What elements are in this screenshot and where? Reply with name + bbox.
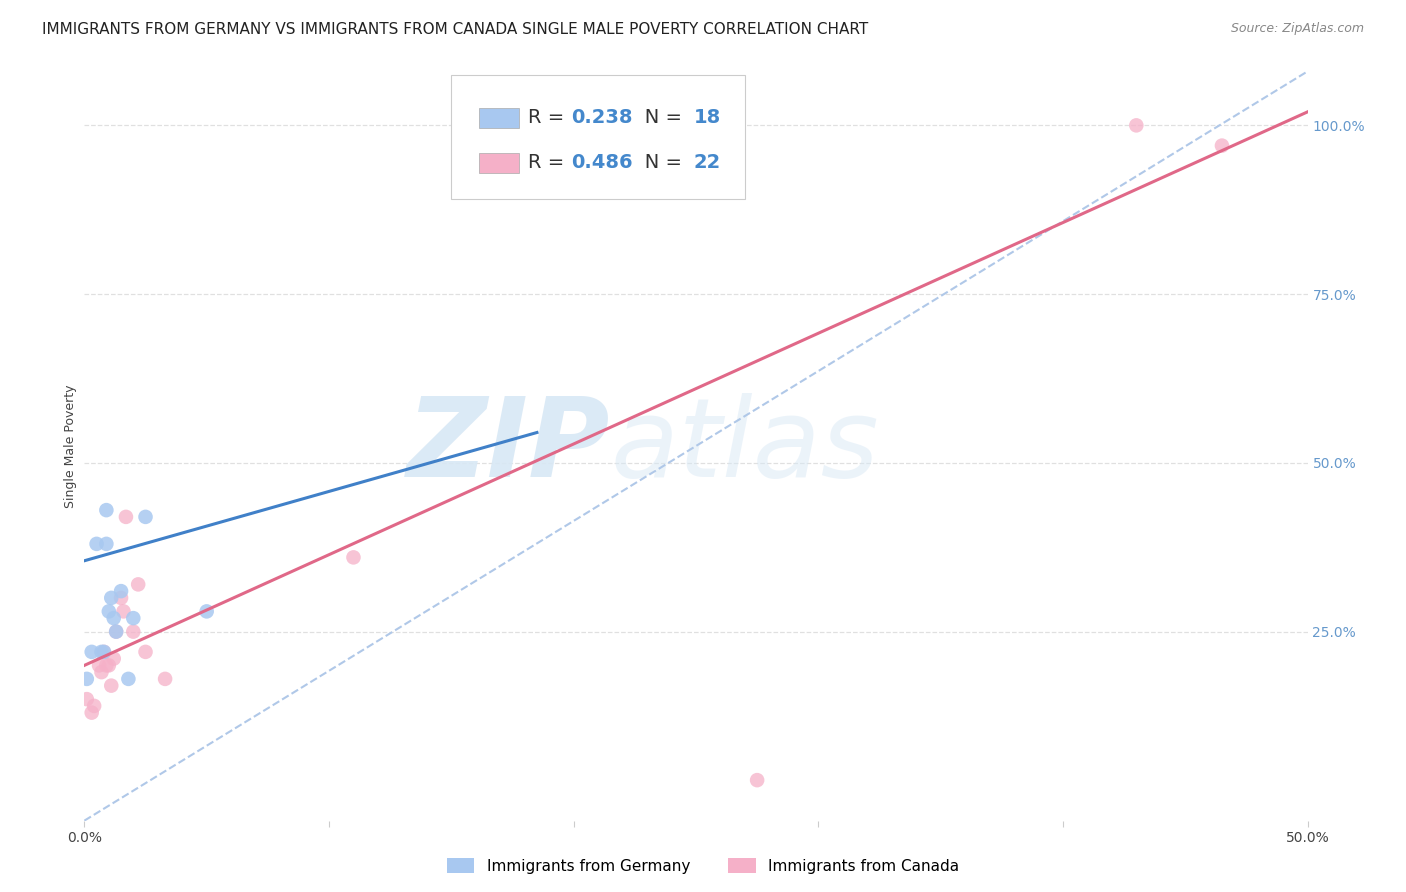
Point [110,584,132,599]
Point [97,604,120,618]
FancyBboxPatch shape [479,108,519,128]
Text: 22: 22 [693,153,721,172]
Point [153,672,176,686]
Point [1125,119,1147,133]
Point [96,503,118,517]
Text: R =: R = [529,108,571,128]
Point [464,138,486,153]
Y-axis label: Single Male Poverty: Single Male Poverty [65,384,77,508]
Text: R =: R = [529,153,571,172]
Point [93,645,115,659]
Text: N =: N = [626,108,689,128]
FancyBboxPatch shape [451,75,745,199]
Point [122,624,145,639]
Text: N =: N = [626,153,689,172]
Point [96,537,118,551]
Point [195,604,218,618]
Point [80,706,103,720]
Point [103,611,125,625]
Point [76,672,98,686]
Text: Source: ZipAtlas.com: Source: ZipAtlas.com [1230,22,1364,36]
Point [83,698,105,713]
Point [122,611,145,625]
Point [127,577,149,591]
Point [97,658,120,673]
Text: 0.486: 0.486 [571,153,633,172]
Point [105,624,128,639]
Point [90,665,112,680]
Point [135,645,157,659]
Point [105,624,128,639]
Point [100,679,122,693]
Text: IMMIGRANTS FROM GERMANY VS IMMIGRANTS FROM CANADA SINGLE MALE POVERTY CORRELATIO: IMMIGRANTS FROM GERMANY VS IMMIGRANTS FR… [42,22,869,37]
Point [96,658,118,673]
Point [117,672,139,686]
Text: ZIP: ZIP [406,392,610,500]
Point [86,537,108,551]
FancyBboxPatch shape [479,153,519,172]
Point [90,645,112,659]
Point [115,509,138,524]
Point [112,604,135,618]
Point [103,651,125,665]
Legend: Immigrants from Germany, Immigrants from Canada: Immigrants from Germany, Immigrants from… [441,852,965,880]
Point [135,509,157,524]
Point [100,591,122,605]
Point [87,658,110,673]
Point [502,138,524,153]
Point [747,773,769,788]
Text: atlas: atlas [610,392,879,500]
Point [76,692,98,706]
Point [342,550,364,565]
Point [93,645,115,659]
Text: 18: 18 [693,108,721,128]
Text: 0.238: 0.238 [571,108,633,128]
Point [1211,138,1233,153]
Point [80,645,103,659]
Point [110,591,132,605]
